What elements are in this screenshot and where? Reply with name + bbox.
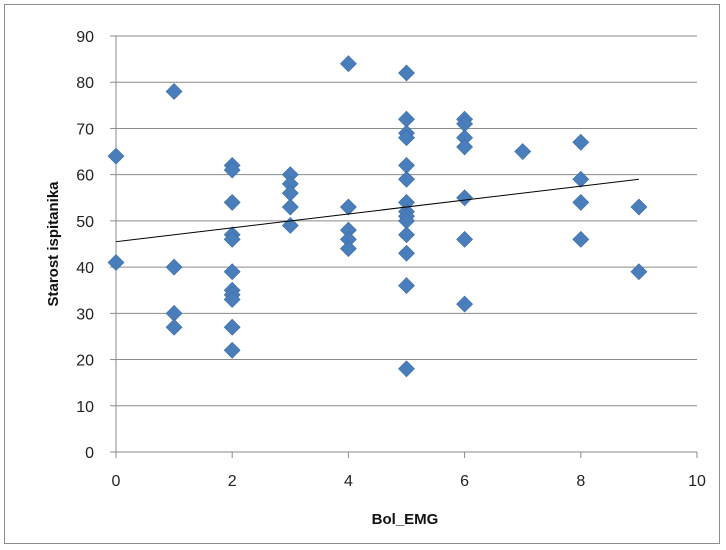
data-point [223, 318, 241, 336]
data-point [456, 230, 474, 248]
data-point [398, 244, 415, 262]
data-point [165, 318, 183, 336]
data-point [572, 230, 590, 248]
data-point [107, 147, 125, 165]
x-tick-label: 10 [688, 473, 706, 490]
data-point [223, 193, 241, 211]
trendline [115, 178, 639, 243]
axes [110, 35, 698, 458]
data-point [107, 254, 125, 271]
y-tick-label: 80 [76, 75, 94, 92]
data-point [456, 189, 474, 207]
data-point [339, 55, 357, 73]
data-point [456, 138, 474, 156]
y-tick-label: 50 [76, 214, 94, 231]
data-point [398, 64, 415, 82]
data-point [398, 277, 415, 295]
data-point [223, 291, 241, 308]
data-point [165, 258, 183, 276]
data-point [398, 129, 415, 147]
data-point [339, 198, 357, 216]
data-point [223, 341, 241, 359]
data-point [398, 226, 415, 244]
data-point [630, 263, 648, 281]
trendline-group [115, 178, 639, 243]
data-point [572, 193, 590, 211]
data-point [572, 133, 590, 151]
tick-labels: 0 10 20 30 40 50 60 70 80 90 0 2 4 6 8 10 [76, 29, 706, 490]
chart-frame [4, 4, 720, 544]
y-tick-label: 0 [85, 445, 94, 462]
y-tick-label: 60 [76, 168, 94, 185]
data-point [572, 170, 590, 188]
x-tick-label: 6 [460, 473, 469, 490]
y-tick-label: 90 [76, 29, 94, 46]
data-point [339, 240, 357, 258]
y-tick-label: 20 [76, 353, 94, 370]
data-point [398, 170, 415, 188]
x-tick-label: 2 [228, 473, 237, 490]
data-point [281, 198, 299, 216]
data-point [165, 83, 183, 100]
data-point [223, 263, 241, 281]
data-point [630, 198, 648, 216]
data-point [223, 230, 241, 248]
x-tick-label: 0 [112, 473, 121, 490]
y-tick-label: 70 [76, 121, 94, 138]
y-tick-label: 10 [76, 399, 94, 416]
x-axis-title: Bol_EMG [372, 511, 439, 528]
data-point [398, 360, 415, 378]
data-points [107, 55, 648, 378]
data-point [514, 143, 532, 160]
y-tick-label: 40 [76, 260, 94, 277]
y-tick-label: 30 [76, 306, 94, 323]
x-tick-label: 4 [344, 473, 353, 490]
data-point [281, 217, 299, 234]
data-point [456, 295, 474, 313]
y-axis-title: Starost ispitanika [45, 181, 62, 307]
x-tick-label: 8 [576, 473, 585, 490]
data-point [223, 161, 241, 179]
